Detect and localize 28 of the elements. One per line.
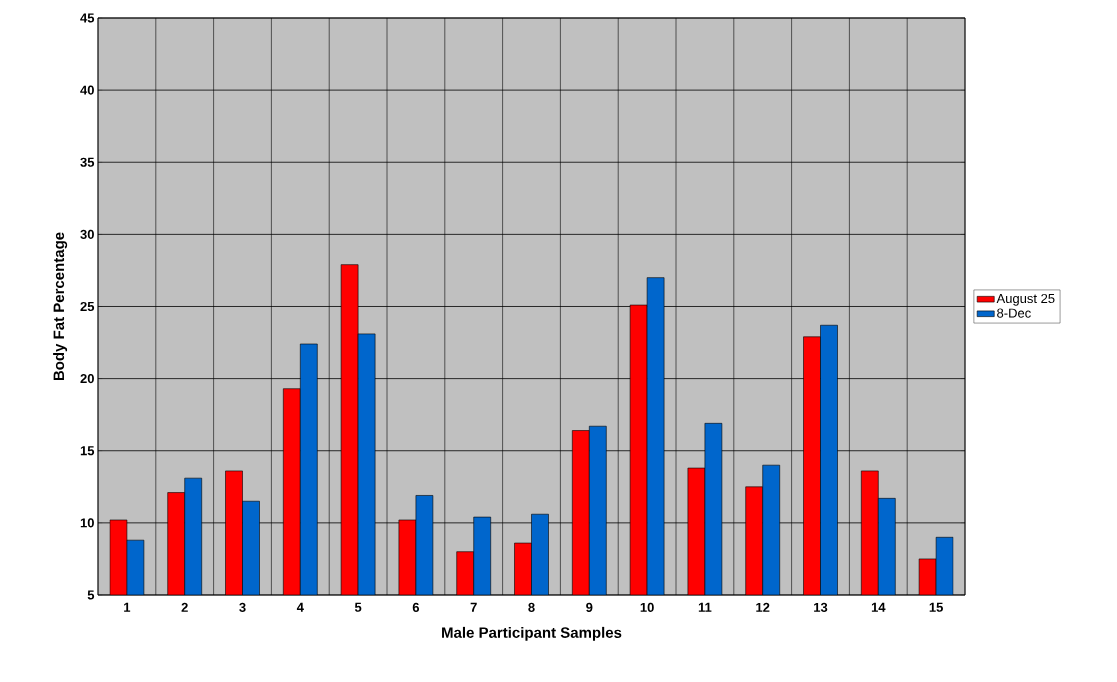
y-tick-label: 15: [80, 446, 95, 456]
x-tick-label: 4: [296, 602, 304, 612]
y-tick-label: 40: [80, 85, 94, 95]
x-tick-label: 7: [470, 602, 477, 612]
x-tick-label: 3: [239, 602, 246, 612]
x-tick-label: 5: [354, 602, 362, 612]
x-tick-label: 10: [640, 602, 654, 612]
x-tick-label: 8: [528, 602, 535, 612]
y-tick-label: 35: [80, 157, 95, 167]
y-tick-label: 25: [80, 301, 95, 312]
x-axis-title: Male Participant Samples: [442, 626, 622, 641]
y-tick-label: 20: [80, 374, 94, 384]
x-tick-label: 12: [756, 602, 770, 612]
x-tick-label: 15: [929, 602, 943, 612]
y-tick-label: 30: [80, 229, 94, 239]
x-tick-label: 2: [181, 602, 188, 612]
y-tick-label: 5: [87, 590, 95, 600]
x-tick-label: 11: [698, 602, 712, 612]
y-tick-label: 45: [80, 13, 95, 23]
x-tick-label: 1: [124, 602, 131, 612]
y-tick-label: 10: [80, 518, 94, 528]
x-tick-label: 14: [871, 602, 886, 612]
legend-label: 8-Dec: [997, 308, 1031, 318]
x-tick-label: 13: [814, 602, 828, 612]
legend-label: August 25: [996, 293, 1055, 306]
y-axis-title: Body Fat Percentage: [53, 232, 68, 381]
x-tick-label: 9: [586, 602, 593, 612]
x-tick-label: 6: [412, 602, 420, 612]
